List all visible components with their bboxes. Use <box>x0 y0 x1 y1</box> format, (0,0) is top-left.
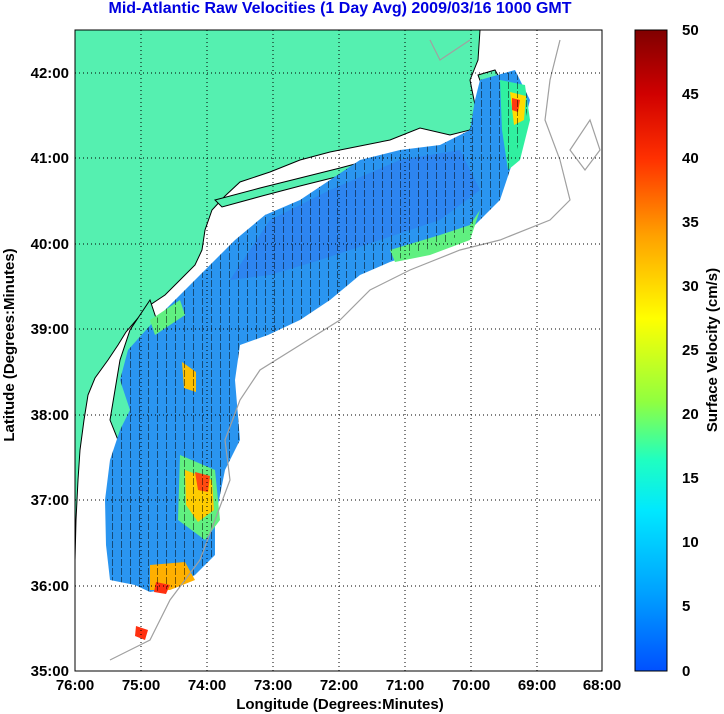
colorbar-tick-label: 25 <box>682 342 699 359</box>
grid <box>75 30 602 671</box>
colorbar-tick-label: 20 <box>682 406 699 423</box>
y-tick-label: 42:00 <box>31 65 69 82</box>
x-tick-label: 72:00 <box>320 677 358 694</box>
x-tick-label: 75:00 <box>122 677 160 694</box>
y-tick-label: 41:00 <box>31 150 69 167</box>
land-mass <box>75 30 481 561</box>
x-tick-label: 69:00 <box>518 677 556 694</box>
y-tick-label: 40:00 <box>31 236 69 253</box>
colorbar-tick-label: 45 <box>682 86 699 103</box>
x-tick-label: 74:00 <box>188 677 226 694</box>
colorbar-tick-label: 0 <box>682 663 690 680</box>
y-tick-label: 37:00 <box>31 492 69 509</box>
y-axis-label: Latitude (Degrees:Minutes) <box>1 248 18 441</box>
y-tick-label: 39:00 <box>31 321 69 338</box>
x-axis-label: Longitude (Degrees:Minutes) <box>236 696 444 713</box>
y-axis: 42:00 41:00 40:00 39:00 38:00 37:00 36:0… <box>1 65 69 680</box>
colorbar-tick-label: 10 <box>682 534 699 551</box>
y-tick-label: 35:00 <box>31 663 69 680</box>
colorbar-tick-label: 5 <box>682 598 690 615</box>
colorbar-tick-label: 15 <box>682 470 699 487</box>
chart-title: Mid-Atlantic Raw Velocities (1 Day Avg) … <box>108 0 572 17</box>
colorbar-gradient <box>634 29 668 672</box>
x-axis: 76:00 75:00 74:00 73:00 72:00 71:00 70:0… <box>56 677 621 713</box>
colorbar-tick-label: 35 <box>682 214 699 231</box>
colorbar-label: Surface Velocity (cm/s) <box>704 268 721 432</box>
colorbar-tick-label: 50 <box>682 22 699 39</box>
velocity-field <box>105 70 530 640</box>
x-tick-label: 76:00 <box>56 677 94 694</box>
x-tick-label: 73:00 <box>254 677 292 694</box>
x-tick-label: 68:00 <box>583 677 621 694</box>
colorbar-tick-label: 40 <box>682 150 699 167</box>
y-tick-label: 36:00 <box>31 578 69 595</box>
y-tick-label: 38:00 <box>31 407 69 424</box>
colorbar: 50 45 40 35 30 25 20 15 10 5 0 Surface V… <box>634 22 721 680</box>
x-tick-label: 71:00 <box>386 677 424 694</box>
colorbar-tick-label: 30 <box>682 278 699 295</box>
bathymetry-contours <box>109 39 601 661</box>
x-tick-label: 70:00 <box>452 677 490 694</box>
